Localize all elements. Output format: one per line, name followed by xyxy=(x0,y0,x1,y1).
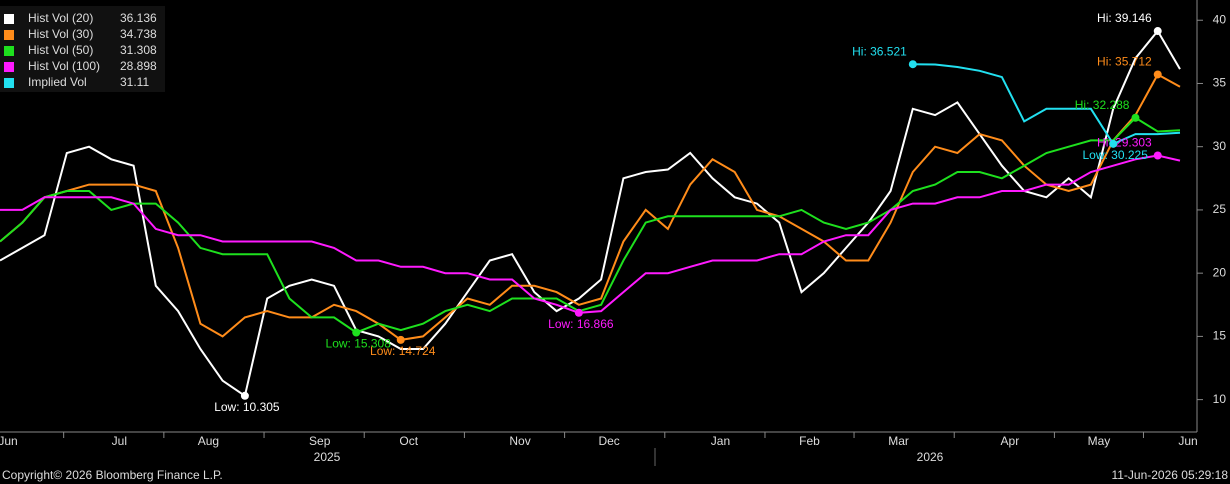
y-tick-label: 35 xyxy=(1213,76,1227,90)
legend-value: 36.136 xyxy=(120,11,157,25)
year-label: 2025 xyxy=(314,450,341,464)
legend-label: Hist Vol (20) xyxy=(28,11,93,25)
legend-swatch xyxy=(4,78,14,88)
extreme-label: Low: 16.866 xyxy=(548,317,614,331)
y-tick-label: 25 xyxy=(1213,202,1227,216)
extreme-marker xyxy=(1153,151,1162,160)
legend-value: 31.11 xyxy=(120,75,149,89)
x-tick-label: Mar xyxy=(888,434,909,448)
legend-box xyxy=(0,6,165,92)
legend-swatch xyxy=(4,62,14,72)
year-label: 2026 xyxy=(917,450,944,464)
extreme-label: Hi: 39.146 xyxy=(1097,11,1152,25)
legend-swatch xyxy=(4,30,14,40)
timestamp: 11-Jun-2026 05:29:18 xyxy=(1111,468,1228,482)
legend-label: Hist Vol (30) xyxy=(28,27,93,41)
series-line xyxy=(0,29,1181,398)
y-tick-label: 40 xyxy=(1213,12,1227,26)
legend-label: Hist Vol (100) xyxy=(28,59,100,73)
extreme-label: Hi: 32.288 xyxy=(1075,98,1130,112)
x-tick-label: May xyxy=(1088,434,1111,448)
y-tick-label: 10 xyxy=(1213,392,1227,406)
plot-area xyxy=(0,29,1181,398)
x-tick-label: Jun xyxy=(0,434,18,448)
extreme-marker xyxy=(1153,27,1162,36)
extreme-marker xyxy=(1109,139,1118,148)
legend-swatch xyxy=(4,14,14,24)
extreme-marker xyxy=(396,335,405,344)
legend-value: 31.308 xyxy=(120,43,157,57)
extreme-label: Hi: 36.521 xyxy=(852,44,907,58)
legend-value: 28.898 xyxy=(120,59,157,73)
x-tick-label: Jun xyxy=(1178,434,1197,448)
x-tick-label: Dec xyxy=(598,434,619,448)
x-tick-label: Jan xyxy=(711,434,730,448)
y-tick-label: 15 xyxy=(1213,329,1227,343)
series-line xyxy=(0,73,1181,341)
legend-value: 34.738 xyxy=(120,27,157,41)
extreme-marker xyxy=(1131,113,1140,122)
x-tick-label: Nov xyxy=(509,434,530,448)
x-tick-label: Jul xyxy=(112,434,127,448)
extreme-label: Low: 14.724 xyxy=(370,344,436,358)
x-tick-label: Feb xyxy=(799,434,820,448)
legend-label: Implied Vol xyxy=(28,75,87,89)
extreme-marker xyxy=(240,391,249,400)
series-line xyxy=(0,154,1181,314)
x-tick-label: Sep xyxy=(309,434,331,448)
x-tick-label: Apr xyxy=(1001,434,1020,448)
extreme-marker xyxy=(908,60,917,69)
legend-label: Hist Vol (50) xyxy=(28,43,93,57)
extreme-marker xyxy=(1153,70,1162,79)
extreme-label: Low: 10.305 xyxy=(214,400,280,414)
y-tick-label: 30 xyxy=(1213,139,1227,153)
copyright: Copyright© 2026 Bloomberg Finance L.P. xyxy=(2,468,223,482)
extreme-label: Low: 30.225 xyxy=(1083,148,1149,162)
extreme-label: Hi: 35.712 xyxy=(1097,55,1152,69)
extreme-marker xyxy=(352,328,361,337)
y-tick-label: 20 xyxy=(1213,265,1227,279)
series-line xyxy=(912,63,1181,146)
x-tick-label: Aug xyxy=(198,434,219,448)
extreme-marker xyxy=(574,308,583,317)
x-tick-label: Oct xyxy=(399,434,418,448)
legend-swatch xyxy=(4,46,14,56)
series-line xyxy=(0,116,1181,334)
extreme-label: Low: 15.308 xyxy=(326,337,392,351)
